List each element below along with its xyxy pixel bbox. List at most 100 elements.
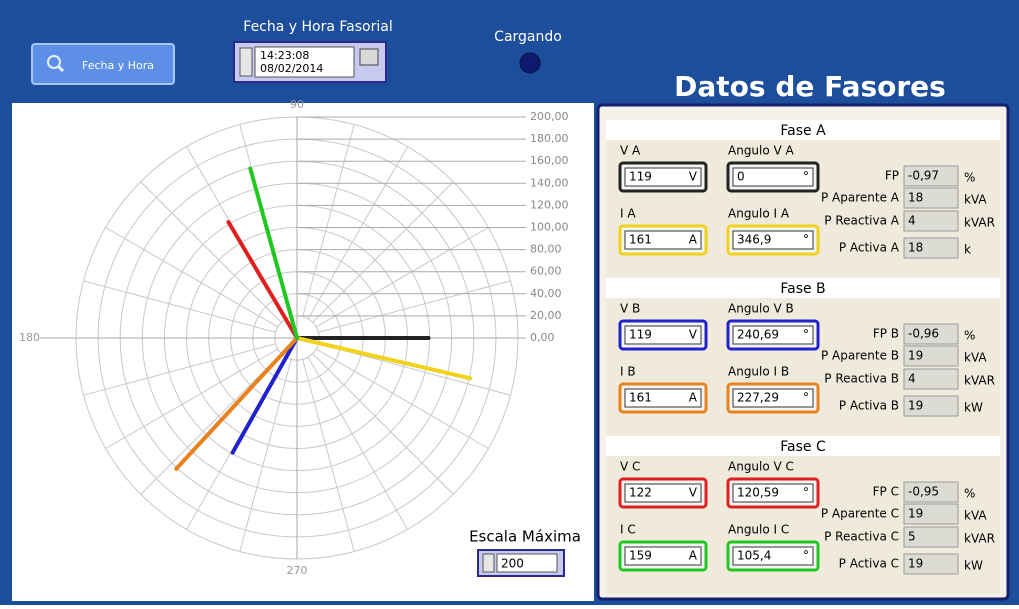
measure-unit: kVAR <box>964 216 995 230</box>
field-value: 120,59 <box>737 486 779 500</box>
field-box <box>624 388 702 408</box>
spoke <box>83 280 276 333</box>
section-header <box>606 278 1000 298</box>
measure-label: P Activa B <box>839 399 899 413</box>
section-title: Fase B <box>780 281 825 297</box>
field-value: 227,29 <box>737 391 779 405</box>
plot-area <box>12 103 594 601</box>
radius-tick-label: 160,00 <box>530 154 569 167</box>
measure-label: P Reactiva B <box>824 372 899 386</box>
measure-value: 19 <box>908 507 923 521</box>
field-unit: ° <box>803 328 809 342</box>
datetime-button[interactable]: Fecha y Hora <box>31 43 175 85</box>
field-value: 159 <box>629 549 652 563</box>
field-label: V B <box>620 302 640 316</box>
magnifier-handle <box>56 64 65 73</box>
field-unit: ° <box>803 170 809 184</box>
phasor <box>248 166 299 340</box>
spoke <box>140 181 282 323</box>
phasor <box>295 336 473 381</box>
polar-plot: 200,00 180,00 160,00 140,00 120,00 100,00 80,0… <box>19 98 569 577</box>
field-box <box>732 325 814 345</box>
field-unit: A <box>689 549 698 563</box>
angle-label: 180 <box>19 331 40 344</box>
field-unit: A <box>689 391 698 405</box>
field-label: V C <box>620 460 640 474</box>
measure-box <box>903 210 959 232</box>
field-unit: ° <box>803 391 809 405</box>
measure-label: P Aparente A <box>821 191 900 205</box>
measure-value: 4 <box>908 372 916 386</box>
datetime-label: Fecha y Hora Fasorial <box>243 19 392 35</box>
measure-unit: % <box>964 487 975 501</box>
measure-unit: % <box>964 171 975 185</box>
date-value: 08/02/2014 <box>260 62 323 75</box>
measure-unit: kVAR <box>964 374 995 388</box>
field-label: I B <box>620 365 636 379</box>
measure-value: 5 <box>908 530 916 544</box>
measure-unit: kVA <box>964 509 987 523</box>
spoke <box>83 343 276 396</box>
field-value: 0 <box>737 170 745 184</box>
radius-tick-label: 140,00 <box>530 176 569 189</box>
spinner <box>239 47 253 77</box>
field-value: 240,69 <box>737 328 779 342</box>
measure-value: 4 <box>908 214 916 228</box>
spoke <box>105 227 279 328</box>
spoke <box>140 353 282 495</box>
button-body[interactable] <box>31 43 175 85</box>
measure-value: 19 <box>908 399 923 413</box>
spoke <box>307 356 408 530</box>
datetime-field <box>254 46 355 78</box>
field-value: 161 <box>629 233 652 247</box>
field-box <box>732 388 814 408</box>
spoke <box>302 124 355 317</box>
field-box <box>732 167 814 187</box>
measure-value: -0,97 <box>908 169 939 183</box>
radius-tick-label: 200,00 <box>530 110 569 123</box>
measure-unit: kW <box>964 559 983 573</box>
measure-value: 19 <box>908 349 923 363</box>
field-value: 161 <box>629 391 652 405</box>
measure-unit: kW <box>964 401 983 415</box>
field-unit: ° <box>803 549 809 563</box>
scale-label: Escala Máxima <box>469 528 581 546</box>
radius-tick-label: 20,00 <box>530 309 562 322</box>
measure-value: -0,95 <box>908 485 939 499</box>
measure-box <box>903 165 959 187</box>
field-label: Angulo I C <box>728 523 789 537</box>
measure-unit: kVA <box>964 193 987 207</box>
measure-value: 18 <box>908 241 923 255</box>
measure-unit: % <box>964 329 975 343</box>
field-unit: ° <box>803 233 809 247</box>
datetime-control[interactable]: 14:23:08 08/02/2014 <box>233 41 387 83</box>
field-label: V A <box>620 144 641 158</box>
radius-tick-label: 100,00 <box>530 221 569 234</box>
phasor <box>230 336 299 455</box>
field-unit: V <box>689 328 698 342</box>
measure-value: 19 <box>908 557 923 571</box>
measure-value: -0,96 <box>908 327 939 341</box>
scale-field <box>496 553 558 573</box>
measure-unit: kVAR <box>964 532 995 546</box>
field-value: 119 <box>629 170 652 184</box>
magnifier-icon <box>47 55 61 69</box>
phasor <box>226 219 299 340</box>
field-value: 119 <box>629 328 652 342</box>
spoke <box>318 280 511 333</box>
field-value: 105,4 <box>737 549 771 563</box>
spoke <box>315 227 489 328</box>
status-led <box>519 52 541 74</box>
measure-label: P Aparente B <box>821 349 899 363</box>
field-box <box>624 325 702 345</box>
spoke <box>239 359 292 552</box>
measure-label: P Aparente C <box>821 507 899 521</box>
scale-value: 200 <box>501 557 524 571</box>
radius-tick-label: 120,00 <box>530 198 569 211</box>
measure-value: 18 <box>908 191 923 205</box>
field-label: Angulo V B <box>728 302 794 316</box>
scale-control[interactable]: 200 <box>477 549 565 577</box>
field-label: Angulo I B <box>728 365 789 379</box>
page-title: Datos de Fasores <box>674 70 946 103</box>
